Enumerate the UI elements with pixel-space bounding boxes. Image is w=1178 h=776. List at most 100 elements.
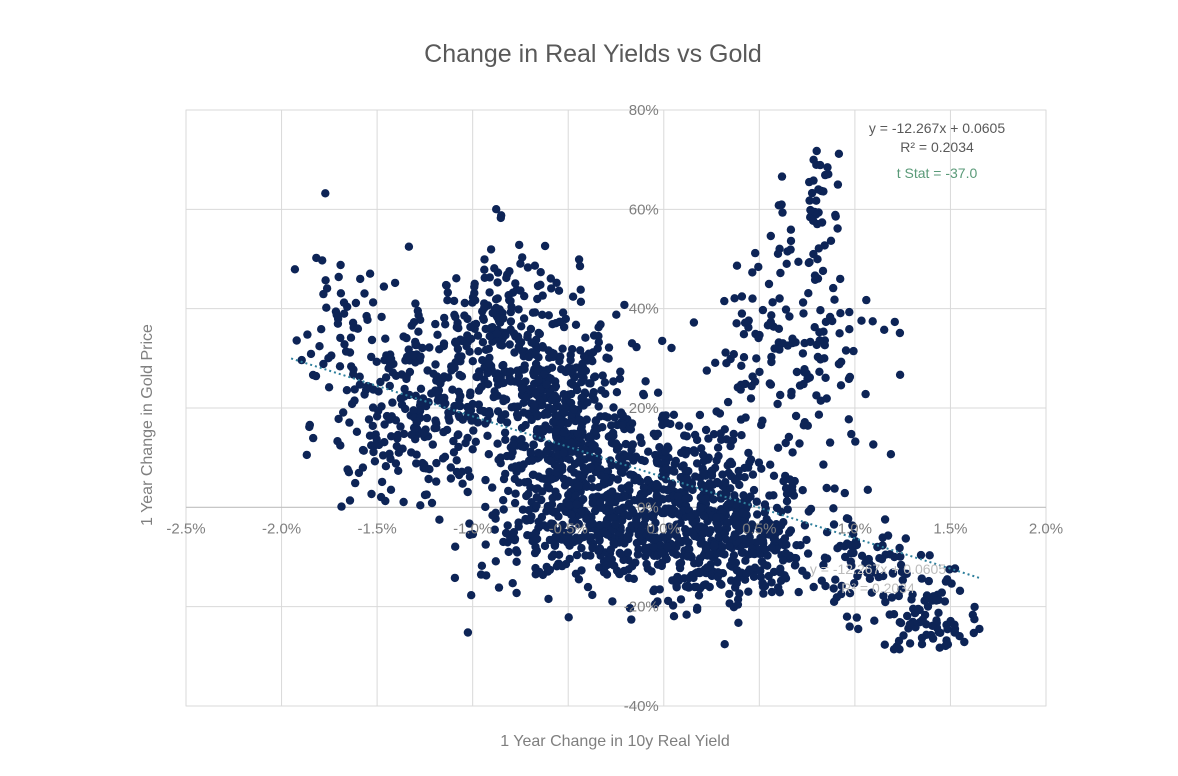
data-point [574, 457, 584, 466]
data-point [480, 265, 489, 274]
data-point [514, 342, 523, 351]
data-point [541, 410, 551, 419]
data-point [526, 515, 535, 525]
data-point [826, 236, 836, 245]
data-point [544, 594, 553, 604]
data-point [774, 201, 783, 210]
data-point [333, 319, 343, 328]
data-point [516, 259, 525, 268]
data-point [626, 470, 635, 479]
data-point [713, 558, 722, 567]
data-point [669, 410, 679, 419]
data-point [529, 440, 538, 449]
data-point [943, 640, 953, 649]
data-point [586, 463, 595, 472]
data-point [586, 533, 596, 542]
data-point [334, 272, 343, 282]
data-point [845, 589, 855, 598]
data-point [399, 497, 408, 507]
data-point [752, 354, 761, 363]
data-point [466, 388, 475, 397]
data-point [639, 389, 648, 399]
data-point [637, 438, 646, 448]
data-point [480, 273, 489, 282]
data-point [538, 487, 547, 496]
data-point [552, 278, 561, 287]
data-point [836, 274, 845, 284]
data-point [760, 560, 769, 569]
data-point [435, 345, 444, 354]
data-point [743, 501, 753, 510]
data-point [491, 295, 501, 304]
data-point [433, 330, 442, 339]
data-point [576, 534, 585, 543]
data-point [608, 597, 617, 606]
data-point [788, 338, 797, 348]
data-point [749, 485, 759, 495]
data-point [643, 475, 652, 485]
data-point [682, 610, 691, 619]
data-point [812, 146, 821, 156]
data-point [845, 622, 854, 631]
ghost-trendline-r-squared: R² = 0.2034 [841, 580, 915, 596]
data-point [664, 507, 673, 516]
data-point [431, 360, 440, 369]
data-point [776, 268, 785, 278]
data-point [404, 242, 414, 251]
data-point [609, 403, 618, 412]
data-point [809, 582, 818, 592]
data-point [917, 633, 927, 643]
data-point [863, 568, 872, 577]
data-point [819, 560, 828, 570]
data-point [322, 303, 331, 312]
data-point [446, 474, 456, 483]
data-point [391, 416, 401, 425]
data-point [970, 602, 979, 612]
data-point [677, 448, 686, 457]
data-point [784, 432, 794, 442]
data-point [534, 375, 543, 384]
data-point [643, 564, 652, 573]
y-tick-label: 40% [629, 301, 659, 318]
data-point [718, 542, 727, 552]
data-point [513, 366, 522, 375]
data-point [665, 524, 674, 533]
data-point [773, 443, 783, 452]
data-point [766, 380, 776, 389]
data-point [369, 447, 378, 457]
data-point [641, 543, 650, 553]
data-point [401, 356, 410, 365]
data-point [565, 477, 575, 487]
data-point [794, 587, 803, 597]
data-point [788, 448, 797, 457]
data-point [469, 426, 478, 435]
data-point [427, 498, 437, 508]
data-point [493, 439, 502, 448]
data-point [336, 441, 345, 450]
data-point [608, 487, 617, 496]
data-point [556, 419, 565, 428]
data-point [767, 357, 776, 367]
data-point [730, 476, 740, 485]
data-point [960, 637, 969, 647]
data-point [613, 475, 622, 484]
data-point [825, 438, 835, 447]
data-point [547, 284, 556, 293]
data-point [837, 589, 846, 599]
data-point [785, 312, 794, 321]
data-point [532, 501, 541, 510]
x-tick-label: 0.5% [742, 520, 776, 537]
data-point [733, 383, 742, 392]
data-point [377, 477, 387, 487]
data-point [511, 489, 520, 498]
data-point [714, 451, 723, 461]
data-point [559, 390, 568, 399]
data-point [765, 522, 775, 531]
data-point [681, 582, 691, 591]
data-point [422, 413, 432, 423]
data-point [496, 459, 505, 468]
data-point [650, 525, 659, 534]
data-point [895, 543, 904, 553]
data-point [448, 385, 457, 394]
y-tick-label: 0% [637, 499, 659, 516]
